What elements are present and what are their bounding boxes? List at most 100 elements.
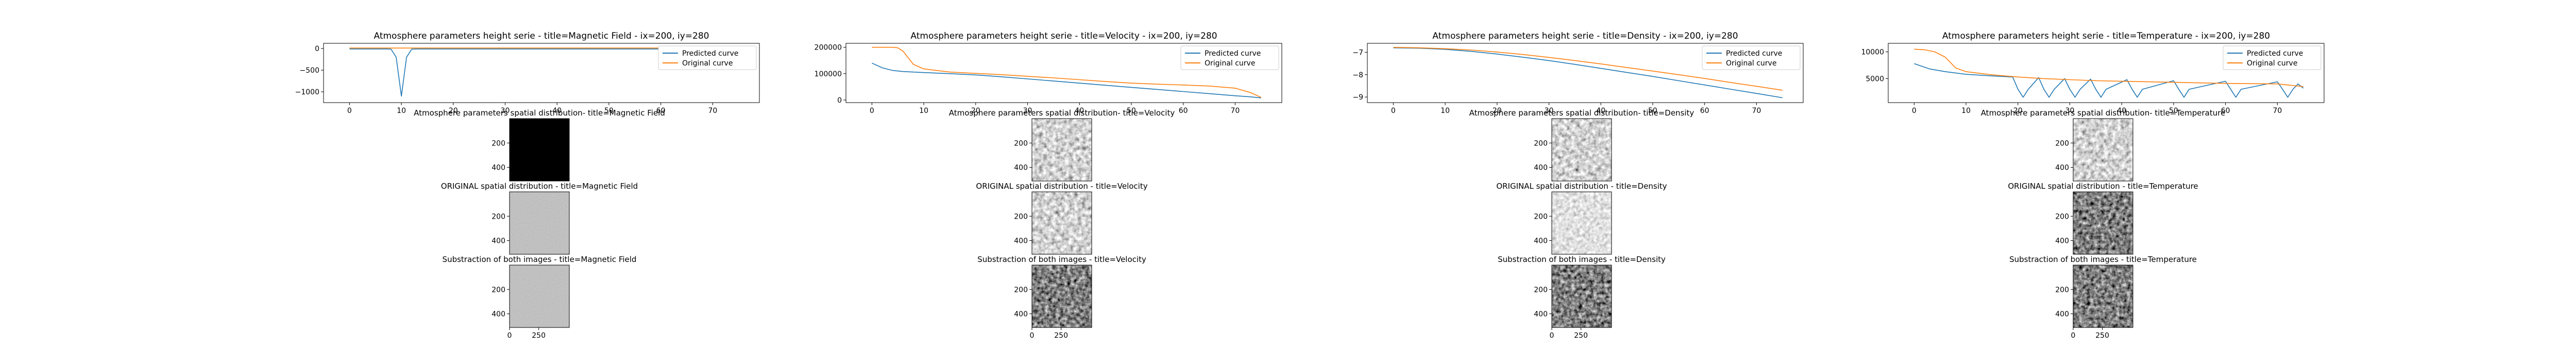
image-title: Substraction of both images - title=Dens…: [1498, 255, 1666, 264]
heatmap-image: [2073, 119, 2133, 181]
x-tick-label: 30: [2065, 107, 2075, 115]
y-tick-label: 400: [1534, 237, 1548, 245]
y-tick-label: 200: [1014, 212, 1028, 221]
legend-label: Original curve: [1205, 59, 1255, 68]
y-tick-label: 200: [1014, 286, 1028, 294]
x-tick-label: 20: [2013, 107, 2023, 115]
image-frame: [2073, 265, 2133, 328]
y-tick-label: 100000: [815, 70, 842, 78]
y-tick-label: −500: [300, 67, 319, 75]
heatmap-image: [1032, 119, 1092, 181]
y-tick-label: 400: [492, 164, 505, 172]
x-tick-label: 250: [1054, 332, 1068, 340]
x-tick-label: 60: [1700, 107, 1709, 115]
image-panel-original: ORIGINAL spatial distribution - title=De…: [1496, 182, 1667, 255]
chart-title: Atmosphere parameters height serie - tit…: [1432, 31, 1738, 41]
y-tick-label: 400: [2055, 237, 2069, 245]
heatmap-image: [1552, 119, 1612, 181]
legend-label: Original curve: [682, 59, 733, 68]
image-title: Atmosphere parameters spatial distributi…: [1469, 108, 1694, 118]
y-tick-label: 400: [2055, 310, 2069, 319]
x-tick-label: 50: [2169, 107, 2178, 115]
x-tick-label: 40: [552, 107, 562, 115]
image-title: Atmosphere parameters spatial distributi…: [949, 108, 1175, 118]
image-title: ORIGINAL spatial distribution - title=Te…: [2008, 182, 2198, 191]
heatmap-image: [1552, 265, 1612, 327]
legend-label: Original curve: [2247, 59, 2297, 68]
image-panel-difference: Substraction of both images - title=Temp…: [2009, 255, 2197, 340]
image-panel-difference: Substraction of both images - title=Dens…: [1498, 255, 1666, 340]
x-tick-label: 70: [2273, 107, 2282, 115]
y-tick-label: 200: [492, 286, 505, 294]
image-panel-original: ORIGINAL spatial distribution - title=Te…: [2008, 182, 2198, 255]
legend-label: Predicted curve: [2247, 50, 2303, 58]
y-tick-label: 400: [492, 237, 505, 245]
line-chart-2: Atmosphere parameters height serie - tit…: [1352, 31, 1804, 115]
image-frame: [509, 118, 570, 182]
series-line-original: [872, 46, 1262, 98]
x-tick-label: 0: [347, 107, 352, 115]
image-title: Substraction of both images - title=Temp…: [2009, 255, 2197, 264]
x-tick-label: 0: [1912, 107, 1917, 115]
series-line-predicted: [1393, 47, 1783, 99]
plot-frame: [323, 43, 760, 103]
heatmap-image: [510, 119, 569, 181]
x-tick-label: 10: [1961, 107, 1971, 115]
y-tick-label: −7: [1352, 48, 1363, 57]
x-tick-label: 30: [1023, 107, 1032, 115]
legend-box: [1702, 45, 1801, 70]
plot-frame: [1367, 43, 1804, 103]
image-frame: [1551, 265, 1612, 328]
legend-label: Predicted curve: [1205, 50, 1261, 58]
image-panel-difference: Substraction of both images - title=Velo…: [977, 255, 1146, 340]
series-line-predicted: [872, 62, 1261, 99]
image-frame: [509, 265, 570, 328]
y-tick-label: 0: [837, 96, 842, 105]
y-tick-label: 200: [2055, 139, 2069, 147]
x-tick-label: 0: [1391, 107, 1396, 115]
series-line-predicted: [349, 48, 739, 97]
image-frame: [1551, 118, 1612, 182]
image-frame: [1551, 191, 1612, 255]
x-tick-label: 70: [1230, 107, 1240, 115]
legend-box: [658, 45, 757, 70]
x-tick-label: 60: [2221, 107, 2230, 115]
image-frame: [2073, 191, 2133, 255]
x-tick-label: 30: [501, 107, 510, 115]
x-tick-label: 0: [2071, 332, 2076, 340]
y-tick-label: 200: [1534, 286, 1548, 294]
x-tick-label: 40: [1075, 107, 1084, 115]
heatmap-image: [510, 192, 569, 254]
x-tick-label: 250: [1574, 332, 1588, 340]
x-tick-label: 0: [870, 107, 874, 115]
heatmap-image: [1032, 265, 1092, 327]
series-line-predicted: [1914, 63, 2304, 98]
image-frame: [1031, 191, 1092, 255]
x-tick-label: 0: [507, 332, 512, 340]
heatmap-image: [2073, 265, 2133, 327]
heatmap-image: [510, 265, 569, 327]
y-tick-label: −9: [1352, 93, 1363, 102]
x-tick-label: 50: [604, 107, 614, 115]
x-tick-label: 10: [919, 107, 928, 115]
y-tick-label: 200: [2055, 212, 2069, 221]
y-tick-label: 200: [1534, 139, 1548, 147]
image-frame: [509, 191, 570, 255]
image-frame: [2073, 118, 2133, 182]
y-tick-label: −8: [1352, 71, 1363, 79]
y-tick-label: 0: [315, 45, 319, 53]
x-tick-label: 40: [2117, 107, 2126, 115]
y-tick-label: 400: [1014, 164, 1028, 172]
image-panel-predicted: Atmosphere parameters spatial distributi…: [949, 108, 1175, 182]
x-tick-label: 60: [656, 107, 666, 115]
y-tick-label: 200000: [815, 44, 842, 52]
x-tick-label: 70: [708, 107, 717, 115]
y-tick-label: 400: [2055, 164, 2069, 172]
plot-frame: [845, 43, 1282, 103]
x-tick-label: 10: [1440, 107, 1450, 115]
x-tick-label: 50: [1127, 107, 1136, 115]
image-title: Atmosphere parameters spatial distributi…: [1981, 108, 2226, 118]
heatmap-image: [2073, 192, 2133, 254]
